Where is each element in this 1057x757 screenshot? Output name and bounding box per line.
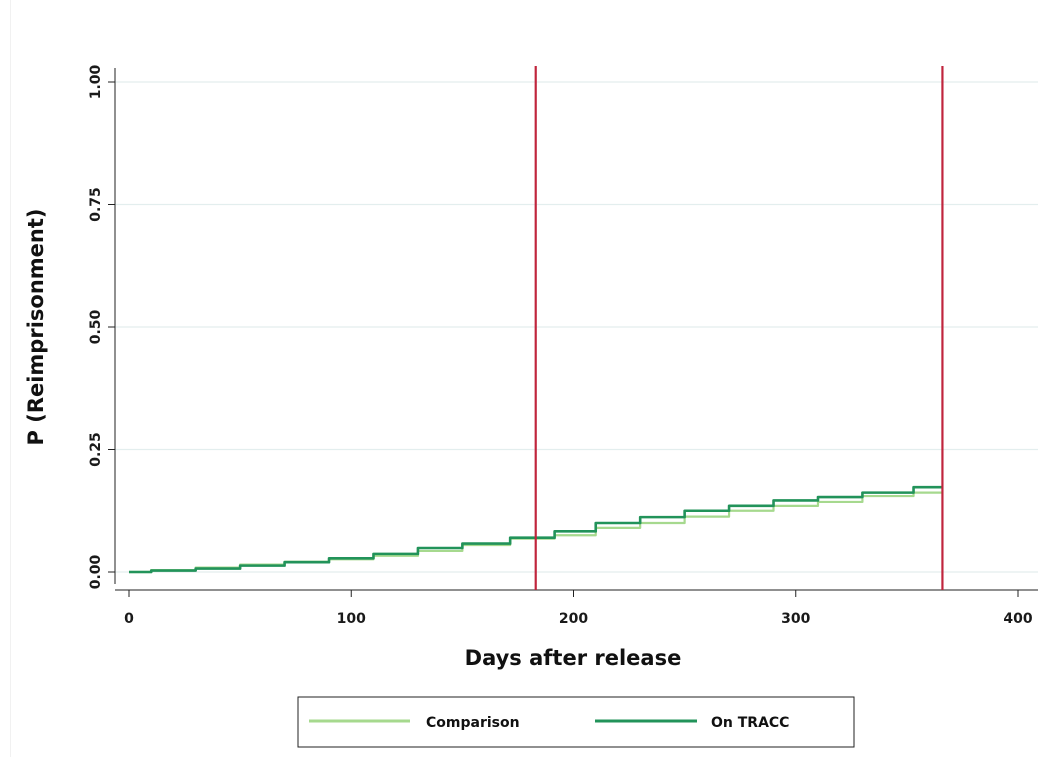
x-tick-label: 200 [559, 611, 588, 627]
axes [108, 68, 1038, 597]
x-tick-label: 400 [1003, 611, 1032, 627]
y-tick-label: 0.00 [88, 554, 104, 589]
x-tick-label: 300 [781, 611, 810, 627]
y-tick-label: 1.00 [88, 64, 104, 99]
y-axis-title: P (Reimprisonment) [24, 209, 48, 446]
y-tick-label: 0.25 [88, 432, 104, 467]
legend-label-on-tracc: On TRACC [711, 715, 789, 731]
legend-label-comparison: Comparison [426, 715, 520, 731]
legend-items: Comparison On TRACC [309, 715, 789, 731]
x-axis-title: Days after release [465, 646, 682, 670]
legend: Comparison On TRACC [297, 696, 855, 748]
y-tick-label: 0.75 [88, 187, 104, 222]
y-tick-label: 0.50 [88, 309, 104, 344]
reference-lines [534, 66, 944, 590]
x-tick-label: 0 [124, 611, 134, 627]
gridlines [115, 81, 1038, 573]
tick-labels: 0.00 0.25 0.50 0.75 1.00 0 100 200 300 400 [88, 64, 1033, 627]
frame-edge [10, 0, 11, 757]
x-tick-label: 100 [337, 611, 366, 627]
